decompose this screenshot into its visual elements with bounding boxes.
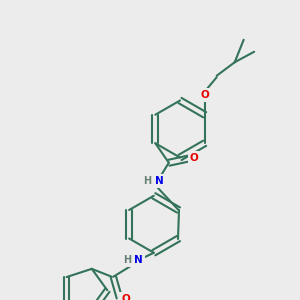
Text: O: O [200,90,209,100]
Text: O: O [122,294,130,300]
Text: N: N [134,255,142,265]
Text: O: O [190,153,199,163]
Text: N: N [155,176,164,186]
Text: H: H [143,176,151,186]
Text: H: H [123,255,131,265]
